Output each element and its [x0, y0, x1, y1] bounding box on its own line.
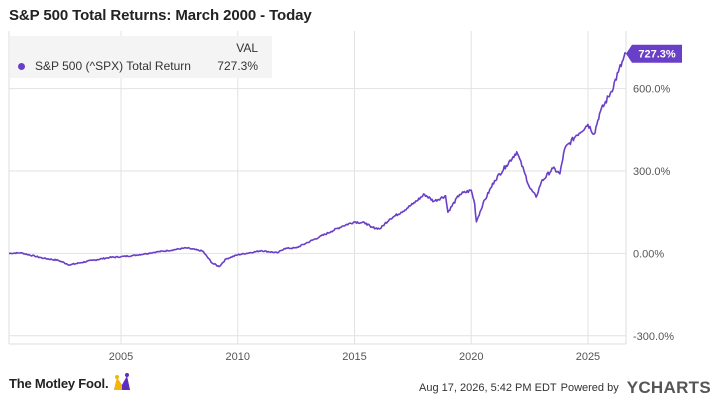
y-tick-label: 300.0% [633, 166, 671, 178]
x-tick-label: 2025 [576, 351, 600, 363]
ycharts-logo[interactable]: YCHARTS [627, 378, 711, 398]
axis-layer: -300.0% 0.00% 300.0% 600.0% 2005 2010 2015 2020… [109, 84, 674, 363]
footer-attribution: Aug 17, 2026, 5:42 PM EDT Powered by YCH… [419, 378, 711, 398]
powered-by-label: Powered by [560, 382, 619, 394]
legend-row[interactable]: S&P 500 (^SPX) Total Return 727.3% [18, 59, 258, 73]
grid-layer [8, 31, 627, 345]
y-tick-label: 0.00% [633, 248, 664, 260]
brand-name: The Motley Fool. [9, 375, 109, 391]
timestamp: Aug 17, 2026, 5:42 PM EDT [419, 382, 557, 394]
y-tick-label: -300.0% [633, 331, 674, 343]
chart-title: S&P 500 Total Returns: March 2000 - Toda… [9, 7, 312, 24]
x-tick-label: 2020 [459, 351, 483, 363]
legend-series-name: S&P 500 (^SPX) Total Return [35, 59, 191, 73]
ycharts-name: YCHARTS [626, 378, 711, 397]
legend-header: VAL [236, 41, 258, 55]
legend: VAL S&P 500 (^SPX) Total Return 727.3% [10, 36, 272, 78]
jester-hat-icon [114, 373, 131, 390]
last-value-tag-bg [626, 44, 682, 63]
series-layer [9, 52, 627, 268]
series-dot-icon [18, 62, 25, 70]
label-layer: 727.3% [626, 44, 682, 63]
last-value-label: 727.3% [638, 49, 676, 61]
legend-series-value: 727.3% [217, 59, 258, 73]
x-tick-label: 2010 [226, 351, 250, 363]
y-tick-label: 600.0% [633, 84, 671, 96]
x-tick-label: 2005 [109, 351, 133, 363]
series-line-sp500 [9, 52, 627, 268]
brand-logo: The Motley Fool. [9, 372, 133, 394]
last-value-tag: 727.3% [626, 44, 682, 63]
x-tick-label: 2015 [342, 351, 366, 363]
